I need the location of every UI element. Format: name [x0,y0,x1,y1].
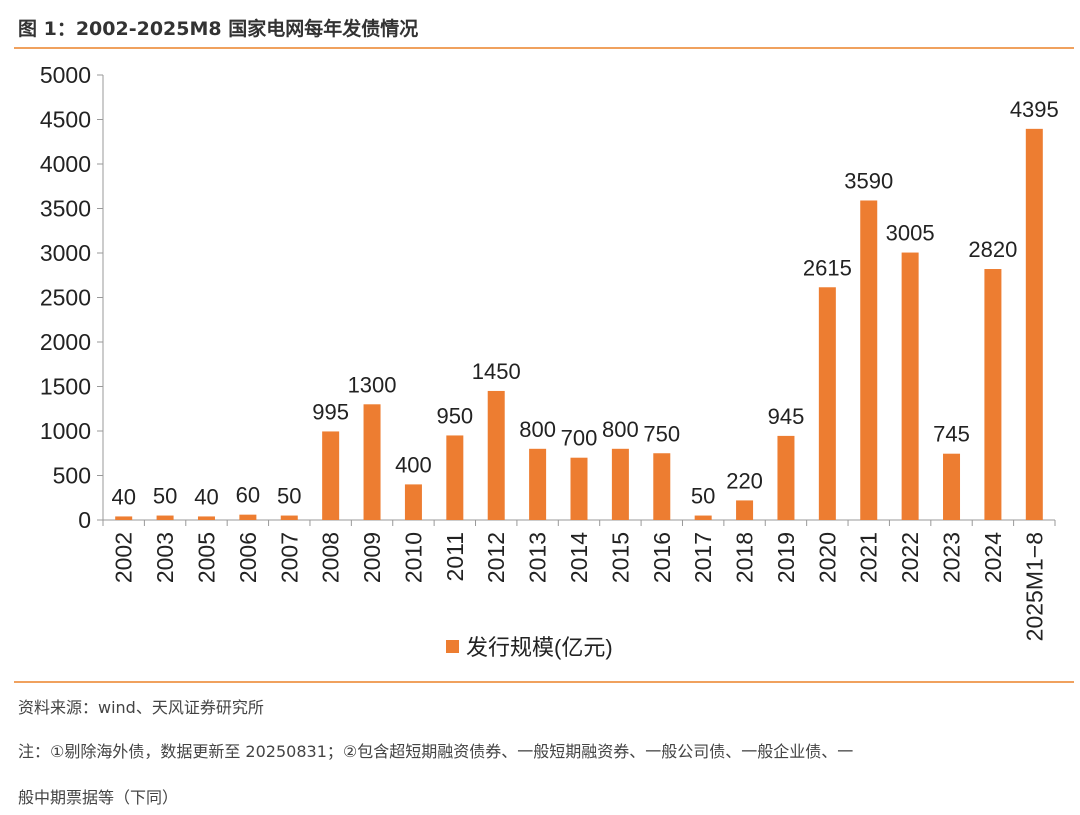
x-tick-label: 2020 [814,532,840,583]
bar [156,515,174,520]
bar-chart: 0 500 1000 1500 2000 2500 3000 3500 4000 4500 5000… [40,62,1059,660]
bar [115,516,133,520]
x-tick-label: 2005 [193,532,219,583]
bar [363,404,381,520]
legend: 发行规模(亿元) [446,635,613,660]
data-label: 2820 [968,237,1017,262]
data-label: 750 [643,421,680,446]
data-label: 50 [153,484,177,509]
bar [694,515,712,520]
data-label: 1300 [348,372,397,397]
x-axis: 2002 2003 2005 2006 2007 2008 2009 2010 2011 2012… [102,519,1056,641]
bar [901,252,919,520]
x-tick-label: 2015 [607,532,633,583]
bar [322,431,340,520]
x-tick-label: 2022 [897,532,923,583]
y-tick-label: 2000 [40,329,91,355]
data-label: 945 [768,404,805,429]
data-label: 60 [236,483,260,508]
data-label: 700 [561,426,598,451]
x-tick-label: 2012 [483,532,509,583]
bar-series [115,128,1043,521]
data-label: 800 [602,417,639,442]
data-label: 1450 [472,359,521,384]
data-label: 40 [111,484,135,509]
data-label: 800 [519,417,556,442]
x-tick-label: 2016 [649,532,675,583]
bar [653,453,671,520]
x-tick-label: 2002 [111,532,137,583]
data-label: 400 [395,452,432,477]
legend-label: 发行规模(亿元) [466,635,613,660]
data-label: 950 [436,403,473,428]
bar [529,448,547,520]
bar [818,287,836,520]
x-tick-label: 2003 [152,532,178,583]
x-tick-label: 2009 [359,532,385,583]
y-tick-label: 500 [53,463,91,489]
y-tick-label: 0 [78,507,91,533]
note-text-line-1: 注：①剔除海外债，数据更新至 20250831；②包含超短期融资债券、一般短期融… [18,742,854,761]
y-tick-label: 1000 [40,418,91,444]
data-label: 3005 [886,221,935,246]
y-tick-label: 4000 [40,151,91,177]
bar [446,435,464,520]
x-tick-label: 2013 [525,532,551,583]
y-tick-label: 3500 [40,196,91,222]
y-tick-label: 4500 [40,107,91,133]
bar [570,457,588,520]
bar [404,484,422,520]
bar [736,500,754,520]
x-tick-label: 2010 [400,532,426,583]
y-axis: 0 500 1000 1500 2000 2500 3000 3500 4000 4500 5000 [40,62,104,533]
data-label: 745 [933,422,970,447]
x-tick-label: 2024 [980,532,1006,583]
bar [943,453,961,520]
data-label: 220 [726,468,763,493]
data-label: 3590 [844,168,893,193]
bar [239,514,257,520]
bar [487,390,505,520]
x-tick-label: 2007 [276,532,302,583]
bar [280,515,298,520]
y-tick-label: 3000 [40,240,91,266]
x-tick-label: 2021 [856,532,882,583]
bar [1025,128,1043,520]
data-label: 2615 [803,255,852,280]
x-tick-label: 2019 [773,532,799,583]
title-divider [14,47,1074,49]
figure-title: 图 1：2002-2025M8 国家电网每年发债情况 [18,18,419,40]
x-tick-label: 2006 [235,532,261,583]
data-label: 4395 [1010,97,1059,122]
y-tick-label: 2500 [40,285,91,311]
bar [777,435,795,520]
data-label: 995 [312,399,349,424]
footer-divider [14,681,1074,683]
bar [197,516,215,520]
y-tick-label: 1500 [40,374,91,400]
x-tick-label: 2018 [732,532,758,583]
data-label: 50 [691,484,715,509]
legend-swatch [446,640,459,653]
y-tick-label: 5000 [40,62,91,88]
x-tick-label: 2023 [939,532,965,583]
bar [984,269,1002,520]
data-label: 50 [277,484,301,509]
x-tick-label: 2014 [566,532,592,583]
bar [611,448,629,520]
source-text: 资料来源：wind、天风证券研究所 [18,698,264,717]
x-tick-label: 2017 [690,532,716,583]
bar [860,200,878,521]
note-text-line-2: 般中期票据等（下同） [18,788,179,807]
data-label: 40 [194,484,218,509]
x-tick-label: 2025M1−8 [1021,532,1047,641]
x-tick-label: 2011 [442,532,468,581]
x-tick-label: 2008 [318,532,344,583]
